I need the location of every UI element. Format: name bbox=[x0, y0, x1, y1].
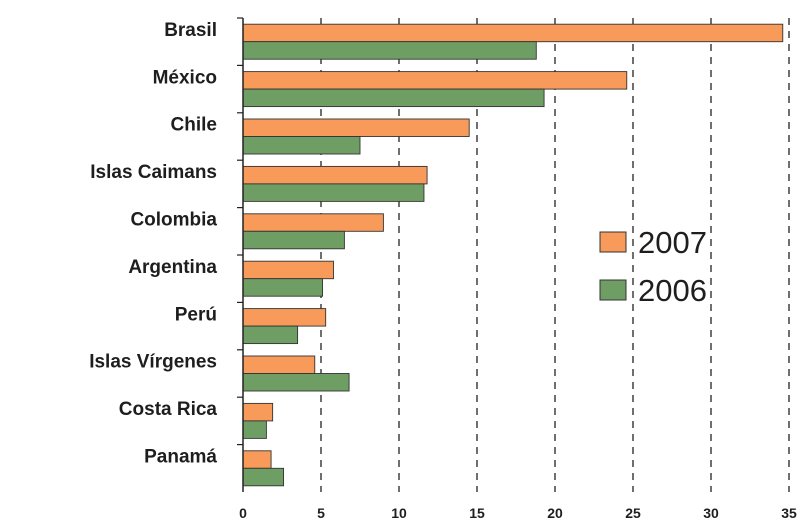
x-tick-label: 15 bbox=[469, 505, 485, 521]
category-label: Perú bbox=[175, 304, 217, 325]
bar-2006-perú bbox=[242, 325, 299, 345]
x-tick-label: 5 bbox=[317, 505, 325, 521]
x-tick-label: 20 bbox=[547, 505, 563, 521]
bars bbox=[242, 23, 784, 487]
bar-2007-brasil bbox=[242, 23, 784, 43]
legend-label-2007: 2007 bbox=[638, 225, 707, 260]
x-tick-label: 35 bbox=[781, 505, 797, 521]
category-label: Brasil bbox=[164, 20, 217, 41]
category-label: Panamá bbox=[144, 446, 217, 467]
legend: 2007 2006 bbox=[599, 225, 707, 308]
bar-2007-colombia bbox=[242, 213, 384, 232]
bar-2007-costa-rica bbox=[242, 402, 274, 422]
bar-2006-méxico bbox=[242, 88, 545, 108]
bar-2007-panamá bbox=[242, 450, 272, 469]
category-label: Colombia bbox=[130, 209, 217, 230]
x-tick-label: 30 bbox=[703, 505, 719, 521]
bar-2007-perú bbox=[242, 308, 327, 327]
category-label: Islas Caimans bbox=[90, 162, 217, 183]
category-label: Chile bbox=[171, 115, 217, 136]
legend-swatch-2006 bbox=[599, 279, 627, 301]
legend-label-2006: 2006 bbox=[638, 273, 707, 308]
legend-swatch-2007 bbox=[599, 231, 627, 253]
category-label: Islas Vírgenes bbox=[89, 352, 217, 373]
bar-2006-colombia bbox=[242, 230, 345, 250]
x-tick-label: 0 bbox=[239, 505, 247, 521]
category-label: Argentina bbox=[128, 257, 217, 278]
x-tick-labels: 0 5 10 15 20 25 30 35 bbox=[239, 505, 797, 521]
x-tick-label: 10 bbox=[391, 505, 407, 521]
bar-2007-méxico bbox=[242, 71, 628, 90]
bar-2007-islas-vírgenes bbox=[242, 355, 316, 374]
bar-2006-brasil bbox=[242, 41, 537, 60]
category-labels: Brasil México Chile Islas Caimans Colombia Ar… bbox=[89, 17, 243, 467]
bar-2007-islas-caimans bbox=[242, 165, 428, 185]
bar-2007-argentina bbox=[242, 260, 334, 280]
bar-2006-costa-rica bbox=[242, 420, 267, 439]
bar-2006-islas-caimans bbox=[242, 183, 425, 202]
bar-2006-argentina bbox=[242, 278, 324, 297]
x-tick-label: 25 bbox=[625, 505, 641, 521]
bar-2006-chile bbox=[242, 136, 361, 155]
bar-2006-islas-vírgenes bbox=[242, 373, 350, 392]
category-label: México bbox=[153, 67, 217, 88]
category-label: Costa Rica bbox=[119, 399, 218, 420]
bar-2006-panamá bbox=[242, 467, 285, 487]
bar-2007-chile bbox=[242, 118, 470, 137]
